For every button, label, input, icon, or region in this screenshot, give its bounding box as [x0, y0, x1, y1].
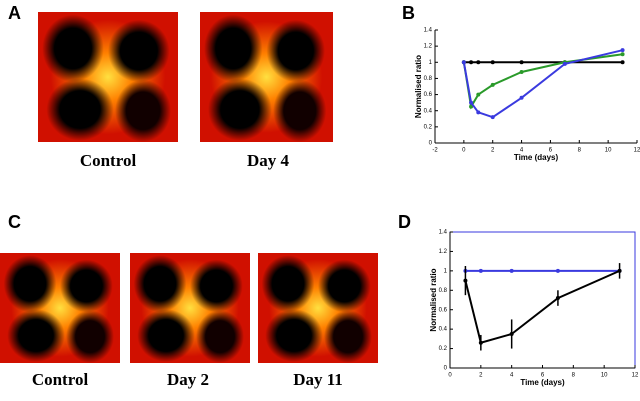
x-tick-label: 8: [578, 148, 582, 154]
data-point: [555, 296, 560, 301]
data-point: [490, 60, 495, 65]
series-line: [462, 49, 623, 119]
x-tick-label: 12: [634, 148, 640, 154]
data-point: [478, 340, 483, 345]
data-point: [620, 60, 625, 65]
x-tick-label: 10: [601, 373, 608, 379]
x-tick-label: 4: [510, 373, 514, 379]
x-tick-label: 2: [491, 148, 495, 154]
x-axis-title: Time (days): [514, 153, 559, 162]
data-point: [476, 60, 481, 65]
data-point: [519, 60, 524, 65]
y-tick-label: 0.2: [439, 346, 448, 352]
y-tick-label: 1.4: [424, 28, 433, 34]
data-point: [562, 61, 567, 66]
series-line: [464, 269, 620, 344]
x-axis-title: Time (days): [520, 378, 565, 387]
data-point: [476, 92, 481, 97]
y-tick-label: 0.6: [424, 92, 433, 98]
y-tick-label: 0.4: [439, 327, 448, 333]
y-tick-label: 1: [429, 60, 433, 66]
y-tick-label: 0: [429, 141, 433, 147]
y-tick-label: 1.4: [439, 230, 448, 236]
data-point: [490, 115, 495, 120]
y-tick-label: 0.8: [439, 288, 448, 294]
x-tick-label: 0: [448, 373, 452, 379]
data-point: [555, 268, 560, 273]
data-point: [509, 268, 514, 273]
caption: Control: [79, 151, 137, 170]
data-point: [463, 278, 468, 283]
x-tick-label: 6: [541, 373, 545, 379]
y-tick-label: 0.8: [424, 76, 433, 82]
panel-label: A: [8, 3, 21, 23]
data-point: [620, 48, 625, 53]
data-point: [461, 60, 466, 65]
y-axis-title: Normalised ratio: [429, 268, 438, 331]
x-tick-label: 10: [605, 148, 612, 154]
data-point: [620, 52, 625, 57]
y-tick-label: 0.6: [439, 307, 448, 313]
x-tick-label: 12: [632, 373, 639, 379]
data-point: [519, 95, 524, 100]
y-tick-label: 0.2: [424, 124, 433, 130]
data-point: [509, 332, 514, 336]
caption: Day 11: [293, 370, 343, 389]
y-axis-title: Normalised ratio: [414, 55, 423, 118]
micrograph: [0, 253, 120, 363]
data-point: [469, 100, 474, 105]
data-point: [478, 268, 483, 273]
caption: Control: [31, 370, 89, 389]
data-point: [617, 268, 622, 273]
y-tick-label: 0: [444, 366, 448, 372]
caption: Day 4: [246, 151, 290, 170]
micrograph: [200, 12, 333, 142]
y-tick-label: 1: [444, 268, 448, 274]
data-point: [469, 104, 474, 109]
panel-label: B: [402, 3, 415, 23]
x-tick-label: 2: [479, 373, 483, 379]
y-tick-label: 1.2: [424, 44, 433, 50]
x-tick-label: 8: [572, 373, 576, 379]
data-point: [476, 110, 481, 115]
x-tick-label: 0: [462, 148, 466, 154]
x-tick-label: 6: [549, 148, 553, 154]
micrograph: [258, 253, 378, 363]
data-point: [490, 82, 495, 87]
panel-label: C: [8, 212, 21, 232]
plot-frame: [449, 231, 636, 369]
data-point: [519, 69, 524, 74]
x-tick-label: -2: [432, 148, 438, 154]
caption: Day 2: [166, 370, 210, 389]
panel-label: D: [398, 212, 411, 232]
y-tick-label: 1.2: [439, 249, 448, 255]
x-tick-label: 4: [520, 148, 524, 154]
data-point: [469, 60, 474, 65]
micrograph: [130, 253, 250, 363]
y-tick-label: 0.4: [424, 108, 433, 114]
micrograph: [38, 12, 178, 142]
